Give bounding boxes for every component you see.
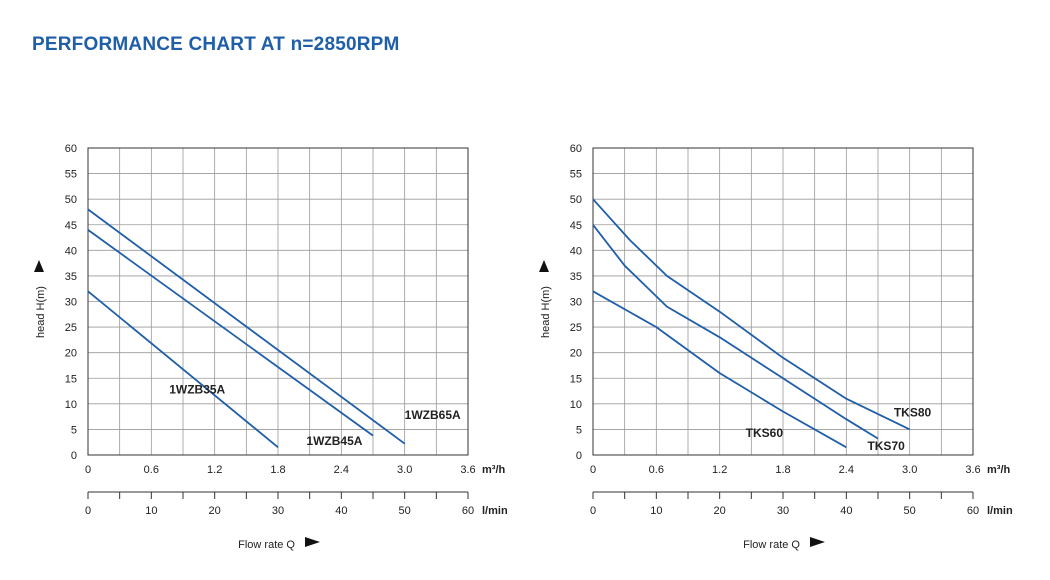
plot-frame xyxy=(87,147,469,456)
y-tick-label: 45 xyxy=(570,220,582,232)
y-tick-label: 30 xyxy=(570,297,582,309)
x-tick-label: 0.6 xyxy=(649,464,664,476)
x2-unit-label: l/min xyxy=(987,505,1013,517)
x-tick-label: 1.8 xyxy=(270,464,285,476)
y-tick-label: 0 xyxy=(71,450,77,462)
y-tick-label: 55 xyxy=(570,169,582,181)
series-line-1wzb35a xyxy=(87,290,279,448)
right-arrow-icon xyxy=(810,537,825,547)
up-arrow-icon xyxy=(539,260,549,272)
plot-frame xyxy=(592,147,974,456)
y-tick-label: 35 xyxy=(65,271,77,283)
x2-tick-label: 50 xyxy=(399,505,411,517)
x-tick-label: 2.4 xyxy=(334,464,349,476)
y-tick-label: 60 xyxy=(65,143,77,155)
series-line-1wzb65a xyxy=(87,208,406,445)
x2-unit-label: l/min xyxy=(482,505,508,517)
series-label: TKS70 xyxy=(867,439,905,453)
x2-tick-label: 60 xyxy=(967,505,979,517)
x2-tick-label: 30 xyxy=(272,505,284,517)
y-tick-label: 0 xyxy=(576,450,582,462)
x-tick-label: 0.6 xyxy=(144,464,159,476)
x-axis-label: Flow rate Q xyxy=(743,539,800,551)
y-tick-label: 30 xyxy=(65,297,77,309)
y-tick-label: 50 xyxy=(65,194,77,206)
x2-tick-label: 0 xyxy=(590,505,596,517)
y-tick-label: 45 xyxy=(65,220,77,232)
x2-tick-label: 10 xyxy=(145,505,157,517)
y-tick-label: 40 xyxy=(570,245,582,257)
x-tick-label: 3.6 xyxy=(965,464,980,476)
x2-tick-label: 20 xyxy=(714,505,726,517)
x-tick-label: 3.0 xyxy=(902,464,917,476)
x2-tick-label: 60 xyxy=(462,505,474,517)
x-axis-label: Flow rate Q xyxy=(238,539,295,551)
y-tick-label: 25 xyxy=(570,322,582,334)
y-tick-label: 5 xyxy=(576,424,582,436)
x2-tick-label: 40 xyxy=(335,505,347,517)
y-tick-label: 10 xyxy=(570,399,582,411)
x2-tick-label: 0 xyxy=(85,505,91,517)
right-arrow-icon xyxy=(305,537,320,547)
y-tick-label: 25 xyxy=(65,322,77,334)
series-label: 1WZB65A xyxy=(405,408,461,422)
x2-tick-label: 40 xyxy=(840,505,852,517)
series-label: 1WZB45A xyxy=(306,434,362,448)
x-tick-label: 0 xyxy=(85,464,91,476)
y-axis-label: head H(m) xyxy=(540,286,552,338)
y-tick-label: 55 xyxy=(65,169,77,181)
x-unit-label: m³/h xyxy=(482,464,506,476)
x2-tick-label: 50 xyxy=(904,505,916,517)
x-tick-label: 0 xyxy=(590,464,596,476)
y-tick-label: 40 xyxy=(65,245,77,257)
y-tick-label: 15 xyxy=(65,373,77,385)
y-tick-label: 60 xyxy=(570,143,582,155)
y-axis-label: head H(m) xyxy=(35,286,47,338)
x2-tick-label: 10 xyxy=(650,505,662,517)
x2-tick-label: 20 xyxy=(209,505,221,517)
x-tick-label: 3.0 xyxy=(397,464,412,476)
performance-chart-right: 0 5 10 15 20 25 30 35 40 45 50 55 60 0 0.6 1.2 1.8 2.4 3.0… xyxy=(539,143,1013,551)
x2-tick-label: 30 xyxy=(777,505,789,517)
y-tick-label: 5 xyxy=(71,424,77,436)
x-unit-label: m³/h xyxy=(987,464,1011,476)
x-tick-label: 1.2 xyxy=(207,464,222,476)
series-label: 1WZB35A xyxy=(169,383,225,397)
series-label: TKS60 xyxy=(746,426,784,440)
y-tick-label: 20 xyxy=(65,348,77,360)
series-line-tks70 xyxy=(592,224,879,440)
series-line-tks80 xyxy=(592,198,911,431)
series-label: TKS80 xyxy=(894,406,932,420)
x-tick-label: 2.4 xyxy=(839,464,854,476)
y-tick-label: 50 xyxy=(570,194,582,206)
x-tick-label: 3.6 xyxy=(460,464,475,476)
y-tick-label: 15 xyxy=(570,373,582,385)
x-tick-label: 1.8 xyxy=(775,464,790,476)
y-tick-label: 35 xyxy=(570,271,582,283)
page-title: PERFORMANCE CHART AT n=2850RPM xyxy=(32,34,400,55)
x-tick-label: 1.2 xyxy=(712,464,727,476)
series-line-1wzb45a xyxy=(87,229,374,437)
performance-chart-left: 0 5 10 15 20 25 30 35 40 45 50 55 60 0 0.6 1.2 1.8 2.4 3.0… xyxy=(34,143,508,551)
y-tick-label: 20 xyxy=(570,348,582,360)
y-tick-label: 10 xyxy=(65,399,77,411)
up-arrow-icon xyxy=(34,260,44,272)
series-line-tks60 xyxy=(592,290,847,449)
